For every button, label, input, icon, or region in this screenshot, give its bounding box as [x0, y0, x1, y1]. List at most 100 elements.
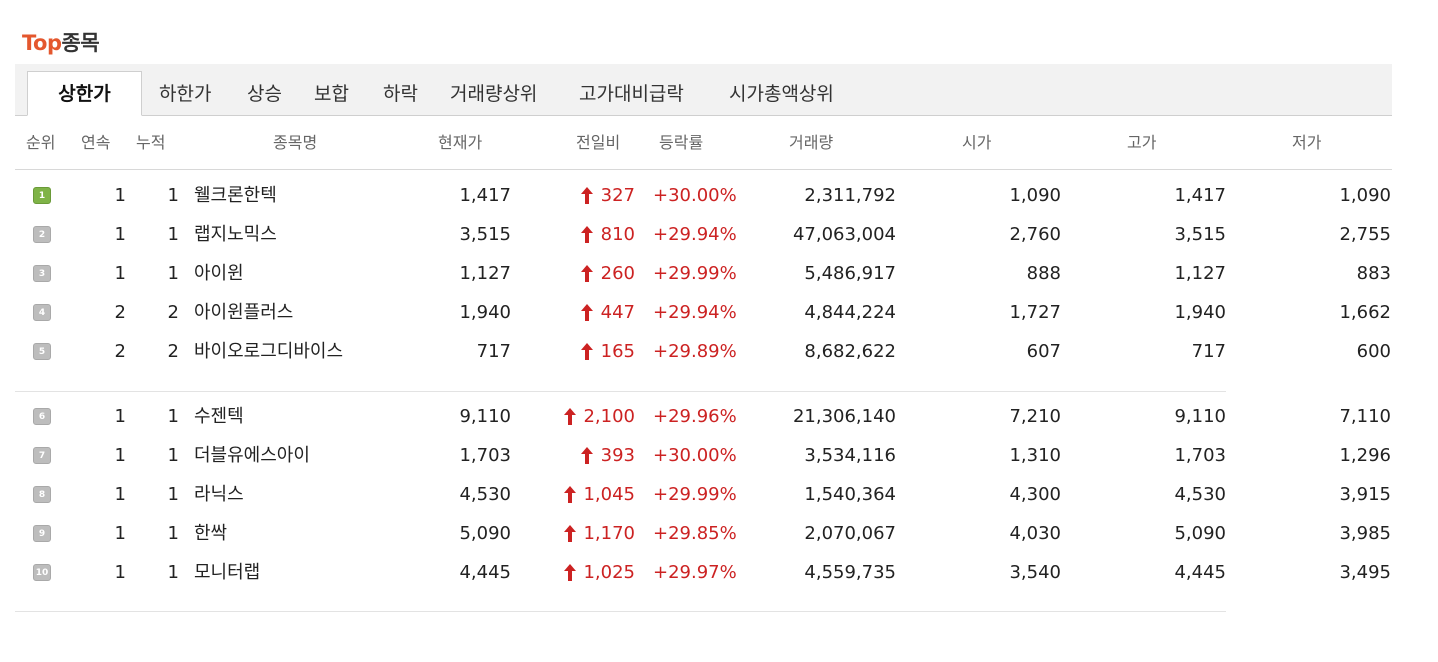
- up-arrow-icon: [581, 343, 593, 360]
- volume: 5,486,917: [804, 263, 896, 284]
- consecutive-days: 1: [114, 523, 126, 544]
- cumulative-days: 1: [167, 224, 179, 245]
- change-amount: 165: [600, 341, 635, 362]
- tab-drop-from-high[interactable]: 고가대비급락: [579, 83, 684, 105]
- up-arrow-icon: [564, 564, 576, 581]
- tab-lower-limit[interactable]: 하한가: [159, 83, 212, 105]
- table-row: 1 1 1 웰크론한텍 1,417 327 +30.00% 2,311,792 1,090 1,4…: [0, 182, 1438, 210]
- change-rate: +30.00%: [653, 185, 737, 206]
- cumulative-days: 1: [167, 185, 179, 206]
- high-price: 9,110: [1174, 406, 1226, 427]
- high-price: 5,090: [1174, 523, 1226, 544]
- tab-fall[interactable]: 하락: [383, 83, 418, 105]
- low-price: 3,495: [1339, 562, 1391, 583]
- low-price: 1,662: [1339, 302, 1391, 323]
- header-divider: [15, 169, 1392, 170]
- stock-name-link[interactable]: 모니터랩: [194, 562, 261, 583]
- up-arrow-icon: [581, 187, 593, 204]
- section-title-rest: 종목: [61, 31, 100, 55]
- cumulative-days: 1: [167, 562, 179, 583]
- change-rate: +29.97%: [653, 562, 737, 583]
- volume: 4,559,735: [804, 562, 896, 583]
- table-bottom-divider: [15, 611, 1226, 612]
- stock-name-link[interactable]: 한싹: [194, 523, 228, 544]
- table-row: 5 2 2 바이오로그디바이스 717 165 +29.89% 8,682,622 607 717…: [0, 338, 1438, 366]
- tab-flat[interactable]: 보합: [314, 83, 349, 105]
- col-header-name: 종목명: [273, 133, 318, 152]
- cumulative-days: 2: [167, 341, 179, 362]
- open-price: 4,300: [1009, 484, 1061, 505]
- change-rate: +29.99%: [653, 263, 737, 284]
- tab-top-volume[interactable]: 거래량상위: [450, 83, 538, 105]
- stock-name-link[interactable]: 바이오로그디바이스: [194, 341, 344, 362]
- col-header-cumulative: 누적: [136, 133, 166, 152]
- rank-badge: 4: [33, 304, 51, 321]
- stock-name-link[interactable]: 라닉스: [194, 484, 244, 505]
- col-header-low: 저가: [1292, 133, 1322, 152]
- up-arrow-icon: [581, 226, 593, 243]
- table-row: 8 1 1 라닉스 4,530 1,045 +29.99% 1,540,364 4,300 4,5…: [0, 481, 1438, 509]
- up-arrow-icon: [564, 486, 576, 503]
- low-price: 1,090: [1339, 185, 1391, 206]
- change-amount: 1,045: [583, 484, 635, 505]
- cumulative-days: 1: [167, 263, 179, 284]
- low-price: 3,915: [1339, 484, 1391, 505]
- open-price: 1,310: [1009, 445, 1061, 466]
- change-rate: +29.99%: [653, 484, 737, 505]
- up-arrow-icon: [581, 265, 593, 282]
- open-price: 4,030: [1009, 523, 1061, 544]
- col-header-consecutive: 연속: [81, 133, 111, 152]
- table-row: 4 2 2 아이윈플러스 1,940 447 +29.94% 4,844,224 1,727 1,…: [0, 299, 1438, 327]
- high-price: 1,417: [1174, 185, 1226, 206]
- rank-badge: 9: [33, 525, 51, 542]
- high-price: 4,445: [1174, 562, 1226, 583]
- current-price: 717: [476, 341, 511, 362]
- low-price: 600: [1356, 341, 1391, 362]
- open-price: 888: [1026, 263, 1061, 284]
- volume: 3,534,116: [804, 445, 896, 466]
- consecutive-days: 2: [114, 341, 126, 362]
- change-rate: +29.96%: [653, 406, 737, 427]
- volume: 47,063,004: [792, 224, 896, 245]
- stock-name-link[interactable]: 랩지노믹스: [194, 224, 277, 245]
- up-arrow-icon: [564, 408, 576, 425]
- change-amount: 393: [600, 445, 635, 466]
- col-header-high: 고가: [1127, 133, 1157, 152]
- col-header-change: 전일비: [576, 133, 621, 152]
- stock-name-link[interactable]: 아이윈: [194, 263, 244, 284]
- change-rate: +29.89%: [653, 341, 737, 362]
- open-price: 3,540: [1009, 562, 1061, 583]
- col-header-price: 현재가: [438, 133, 483, 152]
- stock-name-link[interactable]: 더블유에스아이: [194, 445, 310, 466]
- high-price: 717: [1191, 341, 1226, 362]
- tab-market-cap[interactable]: 시가총액상위: [729, 83, 834, 105]
- high-price: 1,940: [1174, 302, 1226, 323]
- table-row: 3 1 1 아이윈 1,127 260 +29.99% 5,486,917 888 1,127 88…: [0, 260, 1438, 288]
- stock-name-link[interactable]: 아이윈플러스: [194, 302, 294, 323]
- tab-rise[interactable]: 상승: [247, 83, 282, 105]
- rank-badge: 6: [33, 408, 51, 425]
- change-amount: 327: [600, 185, 635, 206]
- open-price: 7,210: [1009, 406, 1061, 427]
- open-price: 1,090: [1009, 185, 1061, 206]
- table-row: 2 1 1 랩지노믹스 3,515 810 +29.94% 47,063,004 2,760 3,…: [0, 221, 1438, 249]
- cumulative-days: 1: [167, 523, 179, 544]
- consecutive-days: 1: [114, 406, 126, 427]
- high-price: 3,515: [1174, 224, 1226, 245]
- volume: 8,682,622: [804, 341, 896, 362]
- table-row: 6 1 1 수젠텍 9,110 2,100 +29.96% 21,306,140 7,210 9,…: [0, 403, 1438, 431]
- consecutive-days: 1: [114, 445, 126, 466]
- current-price: 4,530: [459, 484, 511, 505]
- stock-name-link[interactable]: 웰크론한텍: [194, 185, 277, 206]
- col-header-rate: 등락률: [659, 133, 704, 152]
- volume: 2,311,792: [804, 185, 896, 206]
- col-header-rank: 순위: [26, 133, 56, 152]
- col-header-open: 시가: [962, 133, 992, 152]
- stock-name-link[interactable]: 수젠텍: [194, 406, 244, 427]
- current-price: 4,445: [459, 562, 511, 583]
- current-price: 1,127: [459, 263, 511, 284]
- change-rate: +29.94%: [653, 302, 737, 323]
- tab-upper-limit[interactable]: 상한가: [27, 71, 142, 116]
- high-price: 1,127: [1174, 263, 1226, 284]
- volume: 4,844,224: [804, 302, 896, 323]
